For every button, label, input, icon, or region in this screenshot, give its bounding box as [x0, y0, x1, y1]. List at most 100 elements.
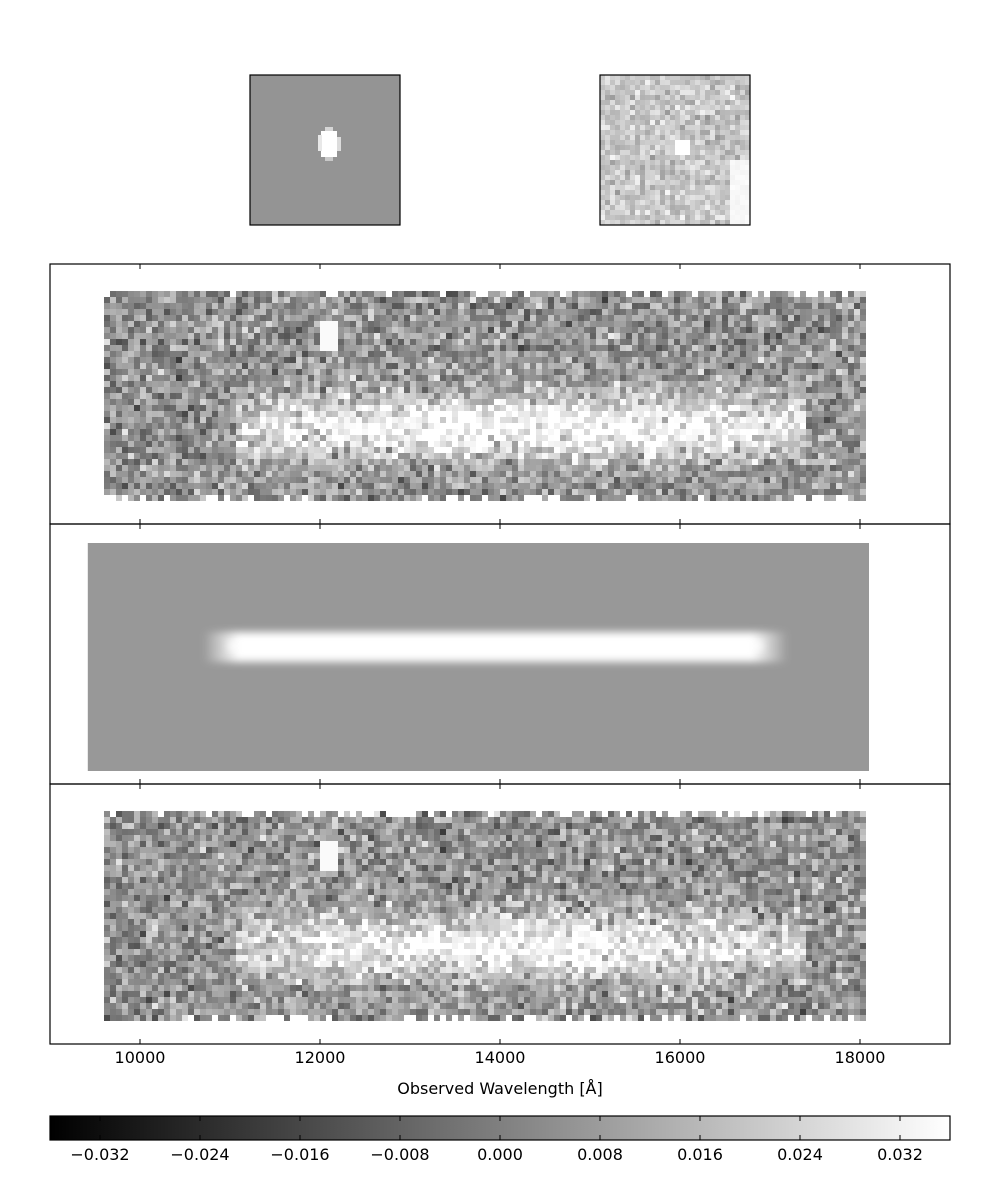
- pixel: [836, 387, 842, 393]
- pixel: [746, 459, 752, 465]
- pixel: [320, 387, 326, 393]
- pixel: [362, 381, 368, 387]
- pixel: [230, 339, 236, 345]
- pixel: [740, 80, 745, 85]
- pixel: [296, 417, 302, 423]
- pixel: [692, 339, 698, 345]
- pixel: [290, 405, 296, 411]
- pixel: [242, 363, 248, 369]
- pixel: [720, 90, 725, 95]
- pixel: [650, 447, 656, 453]
- pixel: [848, 411, 854, 417]
- pixel: [530, 471, 536, 477]
- pixel: [735, 210, 740, 215]
- pixel: [158, 399, 164, 405]
- pixel: [332, 471, 338, 477]
- pixel: [704, 369, 710, 375]
- pixel: [230, 405, 236, 411]
- pixel: [782, 393, 788, 399]
- pixel: [596, 333, 602, 339]
- pixel: [536, 465, 542, 471]
- pixel: [278, 345, 284, 351]
- pixel: [758, 321, 764, 327]
- pixel: [686, 363, 692, 369]
- pixel: [745, 220, 750, 225]
- pixel: [410, 477, 416, 483]
- pixel: [230, 315, 236, 321]
- pixel: [314, 459, 320, 465]
- pixel: [605, 80, 610, 85]
- pixel: [542, 345, 548, 351]
- pixel: [620, 120, 625, 125]
- pixel: [670, 110, 675, 115]
- pixel: [422, 483, 428, 489]
- pixel: [632, 417, 638, 423]
- pixel: [242, 369, 248, 375]
- pixel: [548, 321, 554, 327]
- pixel: [842, 315, 848, 321]
- pixel: [610, 215, 615, 220]
- pixel: [698, 369, 704, 375]
- pixel: [134, 465, 140, 471]
- pixel: [170, 441, 176, 447]
- pixel: [200, 411, 206, 417]
- pixel: [800, 327, 806, 333]
- pixel: [248, 453, 254, 459]
- pixel: [470, 345, 476, 351]
- pixel: [728, 465, 734, 471]
- pixel: [680, 210, 685, 215]
- pixel: [836, 435, 842, 441]
- pixel: [650, 357, 656, 363]
- pixel: [704, 429, 710, 435]
- pixel: [752, 303, 758, 309]
- pixel: [584, 423, 590, 429]
- pixel: [368, 351, 374, 357]
- pixel: [655, 220, 660, 225]
- pixel: [104, 375, 110, 381]
- pixel: [745, 175, 750, 180]
- pixel: [725, 145, 730, 150]
- pixel: [644, 345, 650, 351]
- pixel: [434, 315, 440, 321]
- pixel: [605, 95, 610, 100]
- pixel: [630, 100, 635, 105]
- pixel: [116, 315, 122, 321]
- pixel: [470, 357, 476, 363]
- pixel: [482, 453, 488, 459]
- pixel: [290, 357, 296, 363]
- pixel: [344, 477, 350, 483]
- pixel: [278, 303, 284, 309]
- pixel: [500, 399, 506, 405]
- pixel: [854, 363, 860, 369]
- pixel: [338, 333, 344, 339]
- pixel: [578, 393, 584, 399]
- pixel: [278, 477, 284, 483]
- pixel: [704, 441, 710, 447]
- pixel: [830, 387, 836, 393]
- pixel: [134, 441, 140, 447]
- pixel: [836, 321, 842, 327]
- pixel: [146, 453, 152, 459]
- pixel: [140, 483, 146, 489]
- pixel: [266, 411, 272, 417]
- pixel: [680, 170, 685, 175]
- pixel: [675, 155, 680, 160]
- pixel: [776, 381, 782, 387]
- pixel: [758, 303, 764, 309]
- pixel: [730, 125, 735, 130]
- pixel: [650, 393, 656, 399]
- pixel: [824, 399, 830, 405]
- pixel: [398, 315, 404, 321]
- pixel: [705, 125, 710, 130]
- pixel: [725, 220, 730, 225]
- pixel: [842, 447, 848, 453]
- pixel: [730, 155, 735, 160]
- pixel: [710, 90, 715, 95]
- pixel: [284, 351, 290, 357]
- pixel: [740, 291, 746, 297]
- pixel: [326, 315, 332, 321]
- pixel: [806, 471, 812, 477]
- pixel: [548, 399, 554, 405]
- pixel: [572, 477, 578, 483]
- pixel: [560, 387, 566, 393]
